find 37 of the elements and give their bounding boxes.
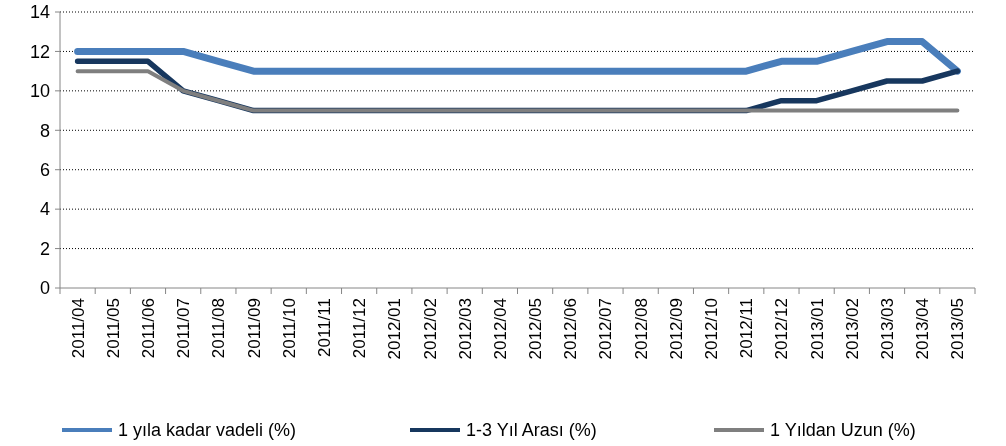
x-tick-label: 2012/03 [455,298,475,360]
legend-label: 1 yıla kadar vadeli (%) [118,420,297,441]
x-tick-label: 2013/05 [948,298,968,360]
x-tick-label: 2011/11 [314,298,334,357]
y-tick-label: 0 [39,278,50,299]
x-tick-label: 2012/01 [385,298,405,360]
y-tick-label: 6 [39,160,50,181]
x-tick-label: 2013/02 [842,298,862,360]
x-tick-label: 2012/04 [490,298,510,360]
x-tick-label: 2012/07 [596,298,616,360]
y-tick-label: 4 [39,199,50,220]
x-tick-label: 2012/12 [772,298,792,360]
x-tick-label: 2012/06 [561,298,581,360]
x-tick-label: 2011/07 [174,298,194,359]
y-tick-label: 12 [29,41,50,62]
x-tick-label: 2011/09 [244,298,264,359]
x-tick-label: 2013/04 [913,298,933,360]
x-tick-label: 2012/08 [631,298,651,360]
legend-label: 1 Yıldan Uzun (%) [770,420,916,441]
x-tick-label: 2012/05 [526,298,546,360]
x-tick-label: 2011/06 [138,298,158,359]
x-tick-label: 2011/05 [103,298,123,359]
x-tick-label: 2011/04 [68,298,88,359]
y-tick-label: 8 [39,120,50,141]
x-tick-label: 2012/11 [737,298,757,359]
x-tick-label: 2011/08 [209,298,229,359]
legend-label: 1-3 Yıl Arası (%) [466,420,597,441]
x-tick-label: 2012/09 [666,298,686,360]
x-tick-label: 2011/10 [279,298,299,359]
y-tick-label: 2 [39,238,50,259]
x-tick-label: 2011/12 [350,298,370,359]
y-tick-label: 14 [29,2,50,23]
x-tick-label: 2013/01 [807,298,827,360]
x-tick-label: 2012/02 [420,298,440,360]
x-tick-label: 2012/10 [702,298,722,360]
y-tick-label: 10 [29,81,50,102]
x-tick-label: 2013/03 [878,298,898,360]
